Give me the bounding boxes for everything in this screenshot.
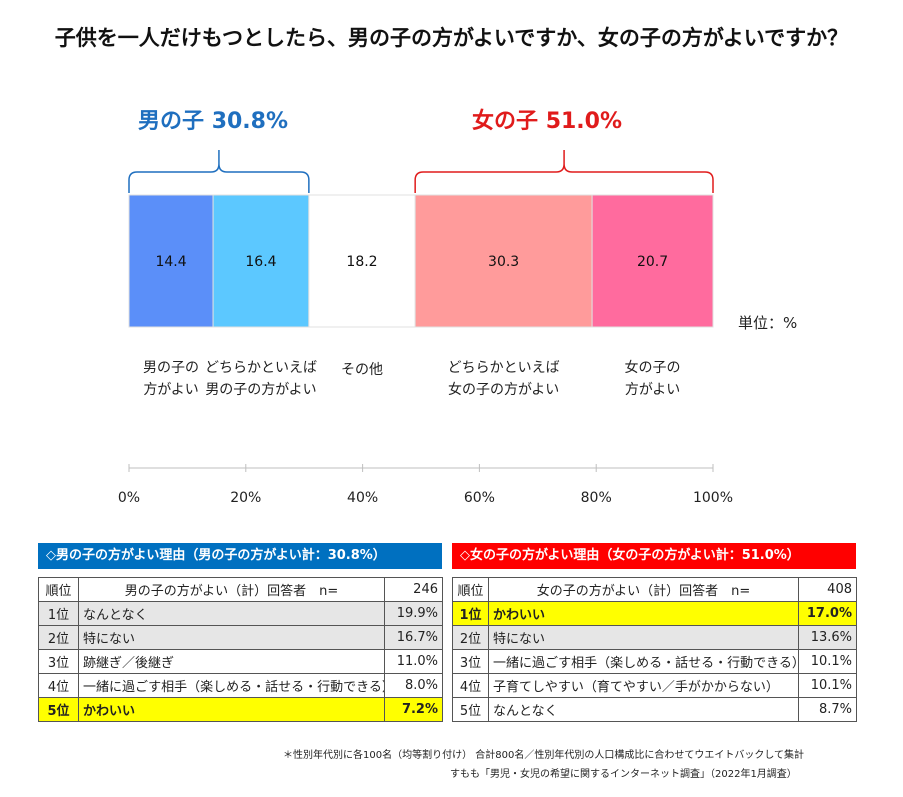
category-label: どちらかといえば 女の子の方がよい	[444, 357, 564, 401]
percent-cell: 17.0%	[798, 601, 857, 626]
girl-group-name: 女の子	[472, 109, 539, 134]
reason-cell: 特にない	[488, 625, 799, 650]
table-row: 4位 一緒に過ごす相手（楽しめる・話せる・行動できる） 8.0%	[38, 673, 443, 698]
table-header-row: 順位 男の子の方がよい（計）回答者 n= 246	[38, 577, 443, 602]
bar-segment	[128, 194, 214, 328]
respondent-count: 246	[384, 577, 443, 602]
footnote-method: ＊性別年代別に各100名（均等割り付け） 合計800名／性別年代別の人口構成比に…	[283, 750, 805, 761]
footnote-source: すもも「男児・女児の希望に関するインターネット調査」（2022年1月調査）	[450, 769, 797, 780]
category-label: どちらかといえば 男の子の方がよい	[201, 357, 321, 401]
x-axis-tick-label: 60%	[464, 490, 495, 506]
rank-cell: 3位	[452, 649, 489, 674]
table-row: 2位 特にない 16.7%	[38, 625, 443, 650]
percent-cell: 10.1%	[798, 649, 857, 674]
percent-cell: 11.0%	[384, 649, 443, 674]
bar-value-label: 18.2	[346, 254, 377, 270]
x-axis-tick-label: 100%	[693, 490, 733, 506]
rank-cell: 1位	[38, 601, 79, 626]
percent-cell: 10.1%	[798, 673, 857, 698]
bar-value-label: 16.4	[245, 254, 276, 270]
category-label-line: 男の子の方がよい	[205, 382, 317, 398]
rank-cell: 2位	[452, 625, 489, 650]
boy-group-brace	[128, 150, 310, 193]
reason-cell: かわいい	[488, 601, 799, 626]
table-row: 2位 特にない 13.6%	[452, 625, 857, 650]
table-row: 5位 なんとなく 8.7%	[452, 697, 857, 722]
table-row: 3位 一緒に過ごす相手（楽しめる・話せる・行動できる） 10.1%	[452, 649, 857, 674]
category-label-line: どちらかといえば	[447, 360, 560, 376]
reason-cell: かわいい	[78, 697, 385, 722]
bar-value-label: 30.3	[488, 254, 519, 270]
percent-cell: 13.6%	[798, 625, 857, 650]
girl-reasons-heading: ◇女の子の方がよい理由（女の子の方がよい計：51.0%）	[452, 543, 856, 569]
percent-cell: 7.2%	[384, 697, 443, 722]
category-label-line: その他	[341, 362, 384, 378]
boy-reasons-panel: ◇男の子の方がよい理由（男の子の方がよい計：30.8%） 順位 男の子の方がよい…	[38, 543, 443, 722]
unit-label: 単位：%	[738, 314, 798, 332]
reason-cell: 跡継ぎ／後継ぎ	[78, 649, 385, 674]
bar-segment	[591, 194, 714, 328]
percent-cell: 16.7%	[384, 625, 443, 650]
girl-group-label: 女の子 51.0%	[472, 103, 622, 135]
x-axis-tick-label: 0%	[118, 490, 140, 506]
girl-group-brace	[414, 150, 714, 193]
boy-group-value: 30.8%	[211, 109, 289, 134]
table-row: 1位 なんとなく 19.9%	[38, 601, 443, 626]
rank-cell: 1位	[452, 601, 489, 626]
boy-reasons-heading: ◇男の子の方がよい理由（男の子の方がよい計：30.8%）	[38, 543, 442, 569]
percent-cell: 8.7%	[798, 697, 857, 722]
reason-cell: 特にない	[78, 625, 385, 650]
rank-cell: 2位	[38, 625, 79, 650]
bar-segment	[414, 194, 593, 328]
reason-cell: なんとなく	[488, 697, 799, 722]
rank-cell: 4位	[38, 673, 79, 698]
girl-reasons-panel: ◇女の子の方がよい理由（女の子の方がよい計：51.0%） 順位 女の子の方がよい…	[452, 543, 857, 722]
reason-cell: 一緒に過ごす相手（楽しめる・話せる・行動できる）	[488, 649, 799, 674]
boy-group-label: 男の子 30.8%	[138, 103, 288, 135]
respondent-count: 408	[798, 577, 857, 602]
x-axis-tick-label: 20%	[230, 490, 261, 506]
table-row: 1位 かわいい 17.0%	[452, 601, 857, 626]
rank-cell: 3位	[38, 649, 79, 674]
table-row: 3位 跡継ぎ／後継ぎ 11.0%	[38, 649, 443, 674]
respondent-header: 女の子の方がよい（計）回答者 n=	[488, 577, 799, 602]
reason-cell: 子育てしやすい（育てやすい／手がかからない）	[488, 673, 799, 698]
category-label-line: 男の子の	[143, 360, 200, 376]
respondent-header: 男の子の方がよい（計）回答者 n=	[78, 577, 385, 602]
rank-header: 順位	[38, 577, 79, 602]
boy-group-name: 男の子	[138, 109, 205, 134]
girl-group-value: 51.0%	[545, 109, 623, 134]
bar-value-label: 20.7	[637, 254, 668, 270]
category-label-line: 女の子の方がよい	[447, 382, 560, 398]
table-row: 4位 子育てしやすい（育てやすい／手がかからない） 10.1%	[452, 673, 857, 698]
category-label: その他	[302, 359, 422, 381]
x-axis-tick-label: 80%	[581, 490, 612, 506]
reason-cell: 一緒に過ごす相手（楽しめる・話せる・行動できる）	[78, 673, 385, 698]
x-axis-tick-label: 40%	[347, 490, 378, 506]
rank-cell: 4位	[452, 673, 489, 698]
bar-segment	[308, 194, 416, 328]
category-label-line: どちらかといえば	[204, 360, 317, 376]
category-label-line: 方がよい	[143, 382, 199, 398]
boy-reasons-table: 順位 男の子の方がよい（計）回答者 n= 246 1位 なんとなく 19.9% 2位特…	[38, 577, 443, 722]
table-row: 5位 かわいい 7.2%	[38, 697, 443, 722]
percent-cell: 19.9%	[384, 601, 443, 626]
category-label-line: 女の子の	[624, 360, 681, 376]
page-title: 子供を一人だけもつとしたら、男の子の方がよいですか、女の子の方がよいですか？	[54, 26, 849, 50]
bar-value-label: 14.4	[155, 254, 186, 270]
category-label: 男の子の 方がよい	[111, 357, 231, 401]
girl-reasons-table: 順位 女の子の方がよい（計）回答者 n= 408 1位 かわいい 17.0% 2位 特に…	[452, 577, 857, 722]
rank-header: 順位	[452, 577, 489, 602]
rank-cell: 5位	[452, 697, 489, 722]
category-label: 女の子の 方がよい	[593, 357, 713, 401]
rank-cell: 5位	[38, 697, 79, 722]
category-label-line: 方がよい	[624, 382, 681, 398]
table-header-row: 順位 女の子の方がよい（計）回答者 n= 408	[452, 577, 857, 602]
percent-cell: 8.0%	[384, 673, 443, 698]
reason-cell: なんとなく	[78, 601, 385, 626]
stacked-bar-chart: 14.4 16.4 18.2 30.3 20.7 0% 20% 40% 60% 80% 100%	[118, 150, 733, 506]
